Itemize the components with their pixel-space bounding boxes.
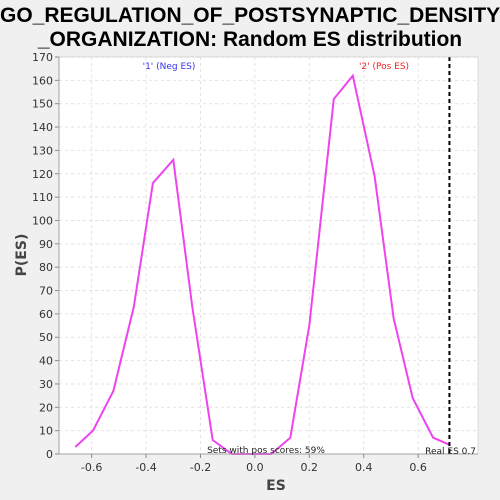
y-tick-label: 140 [32, 121, 53, 134]
plot-area [59, 57, 478, 454]
y-tick-label: 130 [32, 144, 53, 157]
y-tick-label: 150 [32, 98, 53, 111]
y-axis-label: P(ES) [14, 234, 30, 277]
x-tick-label: 0.4 [355, 461, 373, 474]
y-tick-label: 110 [32, 191, 53, 204]
pos-es-label: '2' (Pos ES) [359, 62, 409, 72]
y-tick-label: 80 [39, 261, 53, 274]
x-tick-label: 0.2 [301, 461, 319, 474]
y-tick-label: 70 [39, 285, 53, 298]
neg-es-label: '1' (Neg ES) [143, 62, 196, 72]
y-tick-label: 60 [39, 308, 53, 321]
y-tick-label: 120 [32, 168, 53, 181]
y-tick-label: 100 [32, 214, 53, 227]
x-tick-label: -0.2 [190, 461, 211, 474]
y-tick-label: 40 [39, 355, 53, 368]
y-tick-label: 10 [39, 425, 53, 438]
y-axis-ticks: 0 10 20 30 40 50 60 70 80 90 100 110 120 130 140 150 160… [32, 51, 59, 461]
x-axis-ticks: -0.6 -0.4 -0.2 0.0 0.2 0.4 0.6 [81, 454, 427, 474]
x-tick-label: 0.6 [409, 461, 427, 474]
y-tick-label: 50 [39, 331, 53, 344]
y-tick-label: 170 [32, 51, 53, 64]
real-es-label: Real ES 0.7 [425, 447, 476, 457]
y-tick-label: 160 [32, 74, 53, 87]
x-tick-label: 0.0 [246, 461, 264, 474]
y-tick-label: 30 [39, 378, 53, 391]
y-tick-label: 0 [46, 448, 53, 461]
pos-scores-label: Sets with pos scores: 59% [207, 446, 325, 456]
x-tick-label: -0.6 [81, 461, 102, 474]
y-tick-label: 20 [39, 401, 53, 414]
x-tick-label: -0.4 [135, 461, 156, 474]
y-tick-label: 90 [39, 238, 53, 251]
x-axis-label: ES [266, 478, 286, 494]
